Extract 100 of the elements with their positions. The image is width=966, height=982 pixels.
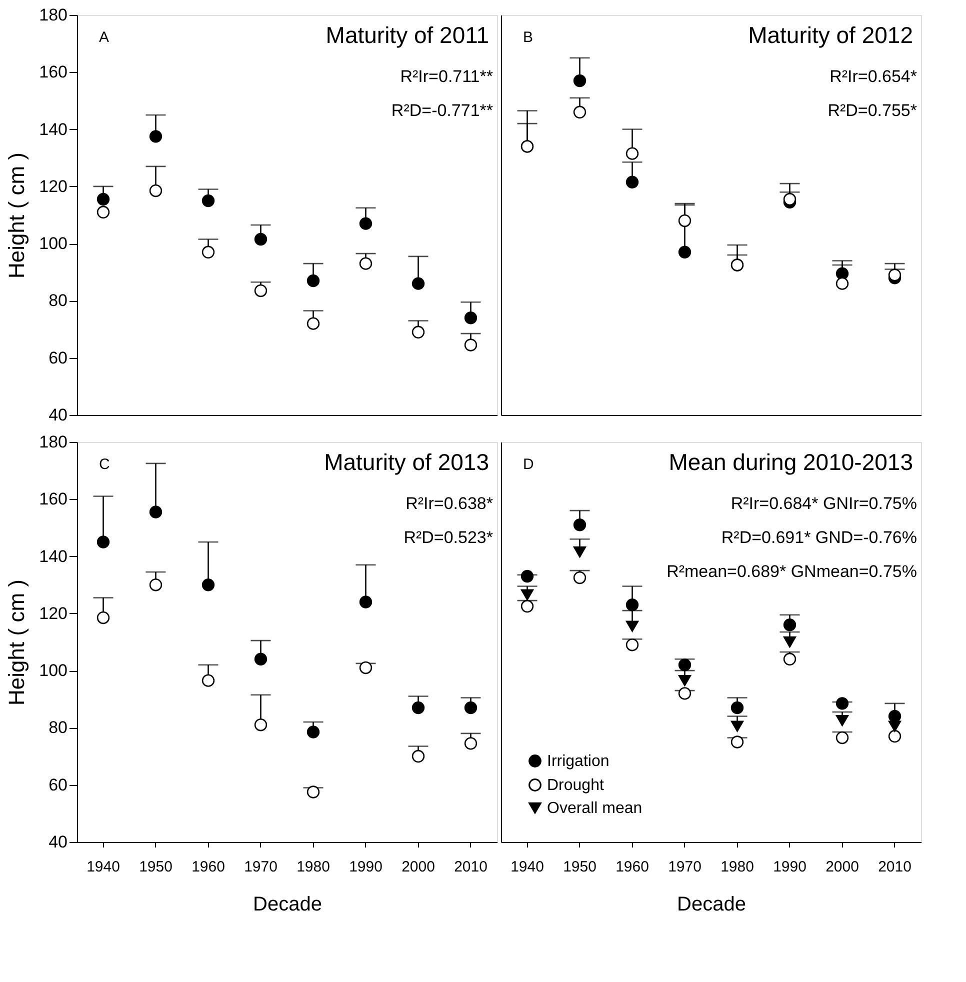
y-tick-label: 180: [39, 432, 68, 452]
point: [836, 277, 849, 290]
point: [149, 184, 162, 198]
point: [254, 718, 268, 732]
point: [412, 701, 425, 714]
x-tick-label: 1990: [349, 858, 382, 876]
y-tick-label: 80: [48, 718, 68, 738]
legend-label: Drought: [547, 777, 604, 794]
point: [573, 546, 586, 558]
point: [306, 786, 320, 798]
point: [96, 536, 110, 548]
point: [254, 652, 268, 666]
point: [412, 326, 425, 338]
point: [359, 217, 372, 230]
x-tick-label: 1950: [563, 858, 596, 876]
point: [573, 106, 586, 118]
point: [149, 578, 162, 592]
point: [96, 192, 110, 206]
y-tick-label: 40: [48, 832, 68, 852]
point: [464, 312, 478, 324]
x-tick-label: 1980: [720, 858, 754, 876]
point: [96, 206, 110, 218]
y-tick-label: 140: [39, 546, 68, 566]
y-axis-title: Height ( cm ): [4, 580, 30, 706]
point: [678, 674, 692, 686]
chart-title: Maturity of 2012: [748, 22, 913, 48]
y-tick-label: 100: [39, 234, 68, 254]
point: [412, 750, 425, 763]
point: [678, 214, 692, 228]
point: [626, 620, 639, 632]
point: [626, 598, 639, 612]
annotation: R²Ir=0.638*: [406, 494, 494, 513]
point: [520, 600, 534, 613]
annotation: R²Ir=0.684* GNIr=0.75%: [730, 494, 917, 513]
x-tick-label: 2010: [454, 858, 488, 876]
point: [202, 578, 215, 592]
x-axis-title: Decade: [253, 894, 322, 916]
point: [520, 589, 534, 600]
annotation: R²Ir=0.711**: [400, 67, 494, 86]
legend-label: Irrigation: [547, 753, 610, 770]
point: [888, 268, 902, 282]
point: [678, 658, 692, 672]
y-tick-label: 100: [39, 661, 68, 680]
y-axis-title: Height ( cm ): [4, 152, 30, 278]
y-tick-label: 160: [39, 490, 68, 509]
y-tick-label: 180: [39, 6, 68, 24]
point: [573, 571, 586, 584]
point: [730, 736, 744, 748]
x-tick-label: 1980: [296, 858, 330, 876]
point: [306, 274, 320, 288]
point: [836, 731, 849, 744]
point: [149, 506, 162, 518]
point: [573, 518, 586, 532]
point: [202, 246, 215, 258]
annotation: R²D=0.691* GND=-0.76%: [721, 528, 917, 547]
point: [836, 714, 849, 726]
x-tick-label: 1970: [668, 858, 702, 876]
point: [306, 726, 320, 738]
annotation: D: [523, 456, 534, 473]
point: [626, 638, 639, 652]
chart-title: Maturity of 2013: [324, 449, 489, 475]
y-tick-label: 120: [39, 176, 68, 196]
annotation: R²mean=0.689* GNmean=0.75%: [666, 562, 917, 581]
y-tick-label: 60: [48, 775, 68, 794]
y-tick-label: 80: [48, 291, 68, 310]
y-tick-label: 60: [48, 348, 68, 368]
annotation: A: [99, 29, 110, 46]
point: [96, 611, 110, 624]
annotation: R²D=0.523*: [404, 528, 494, 547]
point: [783, 618, 796, 632]
point: [783, 652, 796, 666]
point: [730, 701, 744, 714]
x-tick-label: 1990: [773, 858, 806, 876]
y-tick-label: 40: [48, 406, 68, 424]
point: [888, 710, 902, 723]
y-tick-label: 160: [39, 62, 68, 82]
legend-label: Overall mean: [547, 800, 642, 817]
point: [359, 596, 372, 608]
point: [149, 130, 162, 143]
point: [202, 674, 215, 687]
point: [254, 284, 268, 298]
point: [730, 720, 744, 732]
point: [783, 636, 796, 648]
point: [626, 147, 639, 160]
point: [836, 697, 849, 710]
point: [254, 232, 268, 246]
point: [626, 176, 639, 188]
x-tick-label: 1960: [192, 858, 225, 876]
x-tick-label: 2010: [878, 858, 912, 876]
chart-title: Maturity of 2011: [326, 22, 489, 48]
point: [573, 74, 586, 88]
point: [412, 277, 425, 290]
point: [359, 661, 372, 674]
x-tick-label: 1940: [510, 858, 544, 876]
point: [888, 730, 902, 743]
annotation: R²D=0.755*: [828, 101, 918, 120]
chart-title: Mean during 2010-2013: [668, 449, 913, 475]
point: [464, 701, 478, 714]
x-axis-title: Decade: [677, 894, 746, 916]
annotation: C: [99, 456, 110, 473]
